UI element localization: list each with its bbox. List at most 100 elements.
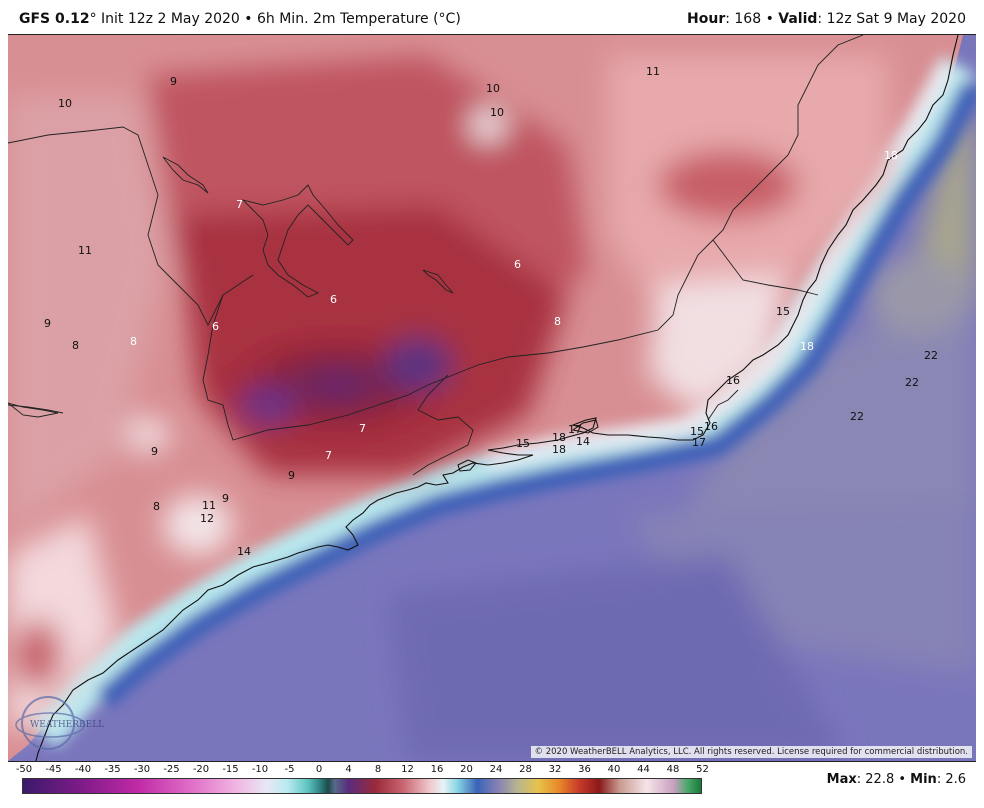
temp-label: 22 [850,410,864,423]
temp-label: 10 [490,106,504,119]
temp-label: 15 [690,425,704,438]
legend-tick: 8 [374,764,382,775]
island-grande [571,419,599,434]
legend-tick: 0 [315,764,323,775]
temp-label: 9 [288,469,295,482]
island-ilhabela [457,459,477,472]
temp-label: 18 [884,149,898,162]
border-rj-coast [707,389,739,421]
legend-tick: 52 [696,764,709,775]
legend-tick: 32 [548,764,562,775]
interior-red-east-spot [658,150,798,220]
init-description: Init 12z 2 May 2020 • 6h Min. 2m Tempera… [96,11,461,27]
degree-symbol: ° [89,11,97,27]
reservoir-east [422,269,454,294]
state-borders [8,35,864,476]
temp-label: 8 [554,315,561,328]
temp-label: 9 [44,317,51,330]
legend-tick: 12 [401,764,414,775]
temp-label: 18 [552,443,566,456]
legend-gradient [23,779,701,793]
map-title: GFS 0.12° Init 12z 2 May 2020 • 6h Min. … [19,11,461,27]
temp-label: 14 [237,545,251,558]
legend-tick: -40 [74,764,92,775]
temp-label: 8 [130,335,137,348]
offshore-blue-band [95,80,976,709]
legend-tick: 28 [519,764,532,775]
legend-tick: 40 [607,764,621,775]
temp-label: 18 [552,431,566,444]
temp-label: 6 [212,320,219,333]
temp-label: 16 [726,374,740,387]
interior-red-southwest-spot [13,620,63,690]
hour-value: : 168 • [725,11,779,27]
forecast-validity: Hour: 168 • Valid: 12z Sat 9 May 2020 [687,11,966,27]
border-central-west [202,35,864,441]
max-value: : 22.8 • [856,772,911,787]
ocean-northeast-spot [868,255,968,335]
reservoir-west [8,402,59,418]
max-label: Max [826,772,857,787]
islands [457,419,599,472]
legend-tick: -10 [251,764,269,775]
logo-swoosh [15,712,85,738]
logo-globe [21,696,75,750]
valid-label: Valid [778,11,818,27]
max-min-values: Max: 22.8 • Min: 2.6 [827,772,966,787]
temp-label: 11 [646,65,660,78]
legend-tick: 44 [637,764,650,775]
min-label: Min [910,772,937,787]
temp-label: 11 [78,244,92,257]
legend-tick: -20 [192,764,210,775]
map-canvas[interactable]: WEATHERBELL 9 10 10 10 11 7 11 6 6 6 8 8… [8,35,976,761]
temp-label: 6 [514,258,521,271]
temp-label: 15 [776,305,790,318]
temp-label: 9 [151,445,158,458]
min-value: : 2.6 [936,772,966,787]
interior-pink-west [8,95,168,535]
reservoirs [8,156,454,418]
temp-label: 7 [236,198,243,211]
temp-label: 10 [486,82,500,95]
temp-label: 8 [72,339,79,352]
temp-label: 6 [330,293,337,306]
legend-tick: 16 [430,764,444,775]
temp-label: 12 [200,512,214,525]
coastline [35,35,959,761]
border-south-divide [412,374,474,476]
temperature-labels: 9 10 10 10 11 7 11 6 6 6 8 8 9 8 15 18 2… [44,65,938,558]
legend-tick: -25 [163,764,180,775]
temp-label: 15 [516,437,530,450]
model-name: GFS 0.12 [19,11,90,27]
legend-tick: 4 [345,764,352,775]
temperature-map[interactable]: WEATHERBELL 9 10 10 10 11 7 11 6 6 6 8 8… [8,34,976,762]
temp-label: 16 [704,420,718,433]
legend-color-bar [22,778,702,794]
temp-label: 7 [325,449,332,462]
interior-white-north [470,109,506,141]
temp-label: 17 [568,423,582,436]
legend-tick: 20 [460,764,473,775]
temp-label: 11 [202,499,216,512]
interior-white-west [163,495,233,555]
legend-tick: -45 [45,764,62,775]
reservoir-north [162,156,209,194]
temp-label: 10 [58,97,72,110]
interior-white-west2 [126,417,170,453]
interior-purple-spot [383,337,453,393]
temp-label: 18 [800,340,814,353]
temp-label: 22 [924,349,938,362]
temp-label: 8 [153,500,160,513]
temp-label: 14 [576,435,590,448]
copyright-notice: © 2020 WeatherBELL Analytics, LLC. All r… [530,746,972,758]
border-west-north [8,126,254,327]
temp-label: 7 [359,422,366,435]
logo-text: WEATHERBELL [30,720,104,730]
hour-label: Hour [687,11,726,27]
legend-tick: -35 [104,764,121,775]
legend-tick: 36 [578,764,591,775]
reservoir-furnas [241,184,354,298]
weatherbell-logo: WEATHERBELL [15,696,104,750]
legend-tick: -30 [133,764,151,775]
temp-label: 9 [170,75,177,88]
